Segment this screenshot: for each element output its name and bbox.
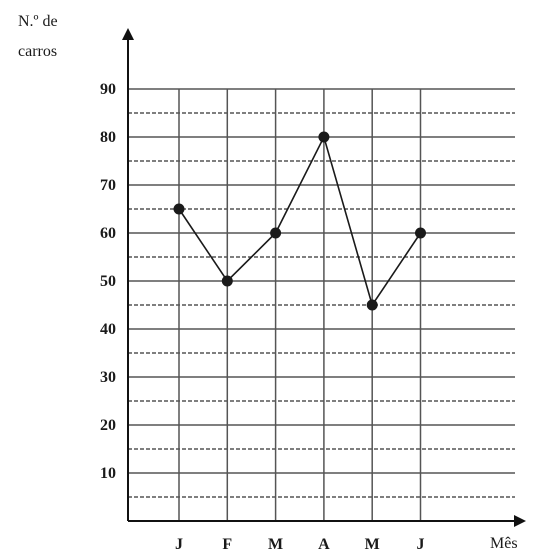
data-point xyxy=(221,275,233,287)
y-tick-label: 60 xyxy=(100,225,116,242)
axis-layer xyxy=(122,28,526,527)
series-line xyxy=(178,134,422,307)
y-axis-label-line-2: carros xyxy=(18,43,57,60)
x-tick-label: M xyxy=(268,536,283,553)
x-tick-label: J xyxy=(175,536,183,553)
y-tick-label: 50 xyxy=(100,273,116,290)
series-layer xyxy=(173,131,426,311)
y-tick-label: 20 xyxy=(100,417,116,434)
x-axis-label: Mês xyxy=(490,535,518,552)
x-axis-arrow-icon xyxy=(514,515,526,527)
y-tick-label: 40 xyxy=(100,321,116,338)
y-tick-label: 30 xyxy=(100,369,116,386)
label-layer: N.º de carros Mês 10 20 30 40 50 60 70 80 90 J F M A… xyxy=(18,13,518,553)
data-point xyxy=(415,227,426,239)
y-axis-arrow-icon xyxy=(122,28,134,40)
x-tick-label: J xyxy=(417,536,425,553)
y-tick-label: 10 xyxy=(100,465,116,482)
grid-layer xyxy=(128,88,515,521)
data-point xyxy=(318,131,330,143)
x-tick-label: F xyxy=(222,536,232,553)
y-axis-label-line-1: N.º de xyxy=(18,13,58,30)
x-tick-label: M xyxy=(365,536,380,553)
data-point xyxy=(173,203,185,215)
y-tick-label: 70 xyxy=(100,177,116,194)
data-point xyxy=(270,227,282,239)
y-tick-label: 80 xyxy=(100,129,116,146)
data-point xyxy=(366,299,378,311)
x-tick-label: A xyxy=(318,536,330,553)
y-tick-label: 90 xyxy=(100,81,116,98)
